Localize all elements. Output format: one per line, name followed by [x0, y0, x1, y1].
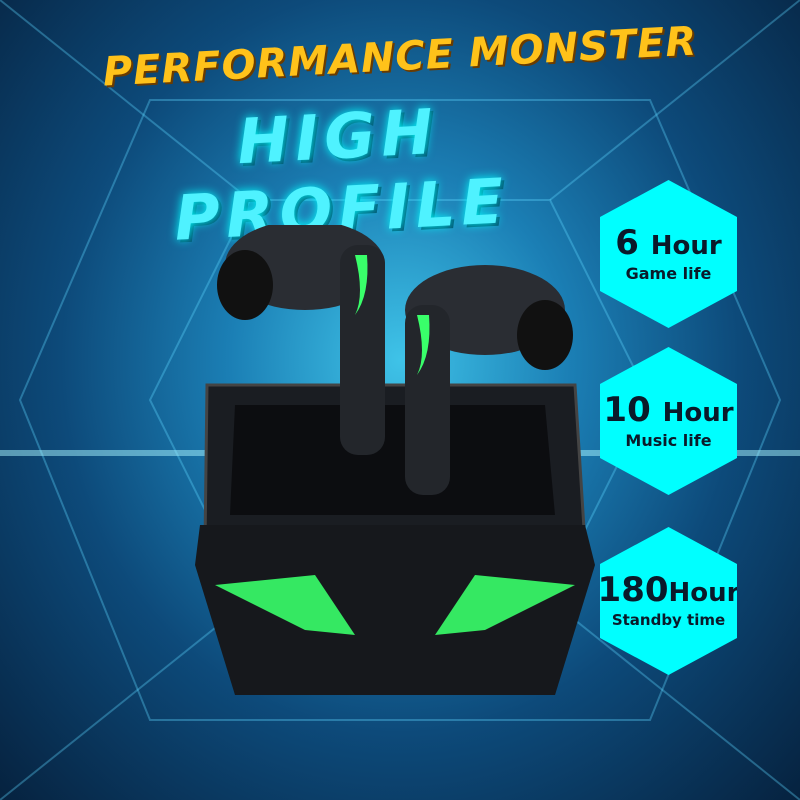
feature-hexagon-standby-time: 180Hour Standby time [600, 527, 737, 675]
feature-number: 180 [597, 570, 669, 610]
feature-unit: Hour [650, 230, 722, 261]
feature-number: 10 [603, 389, 651, 430]
feature-label: Game life [625, 263, 712, 283]
feature-unit: Hour [668, 578, 740, 608]
feature-label: Music life [625, 430, 712, 450]
feature-number: 6 [615, 222, 639, 263]
earbuds-product-image [195, 225, 595, 695]
feature-unit: Hour [662, 397, 734, 428]
feature-label: Standby time [611, 611, 726, 629]
